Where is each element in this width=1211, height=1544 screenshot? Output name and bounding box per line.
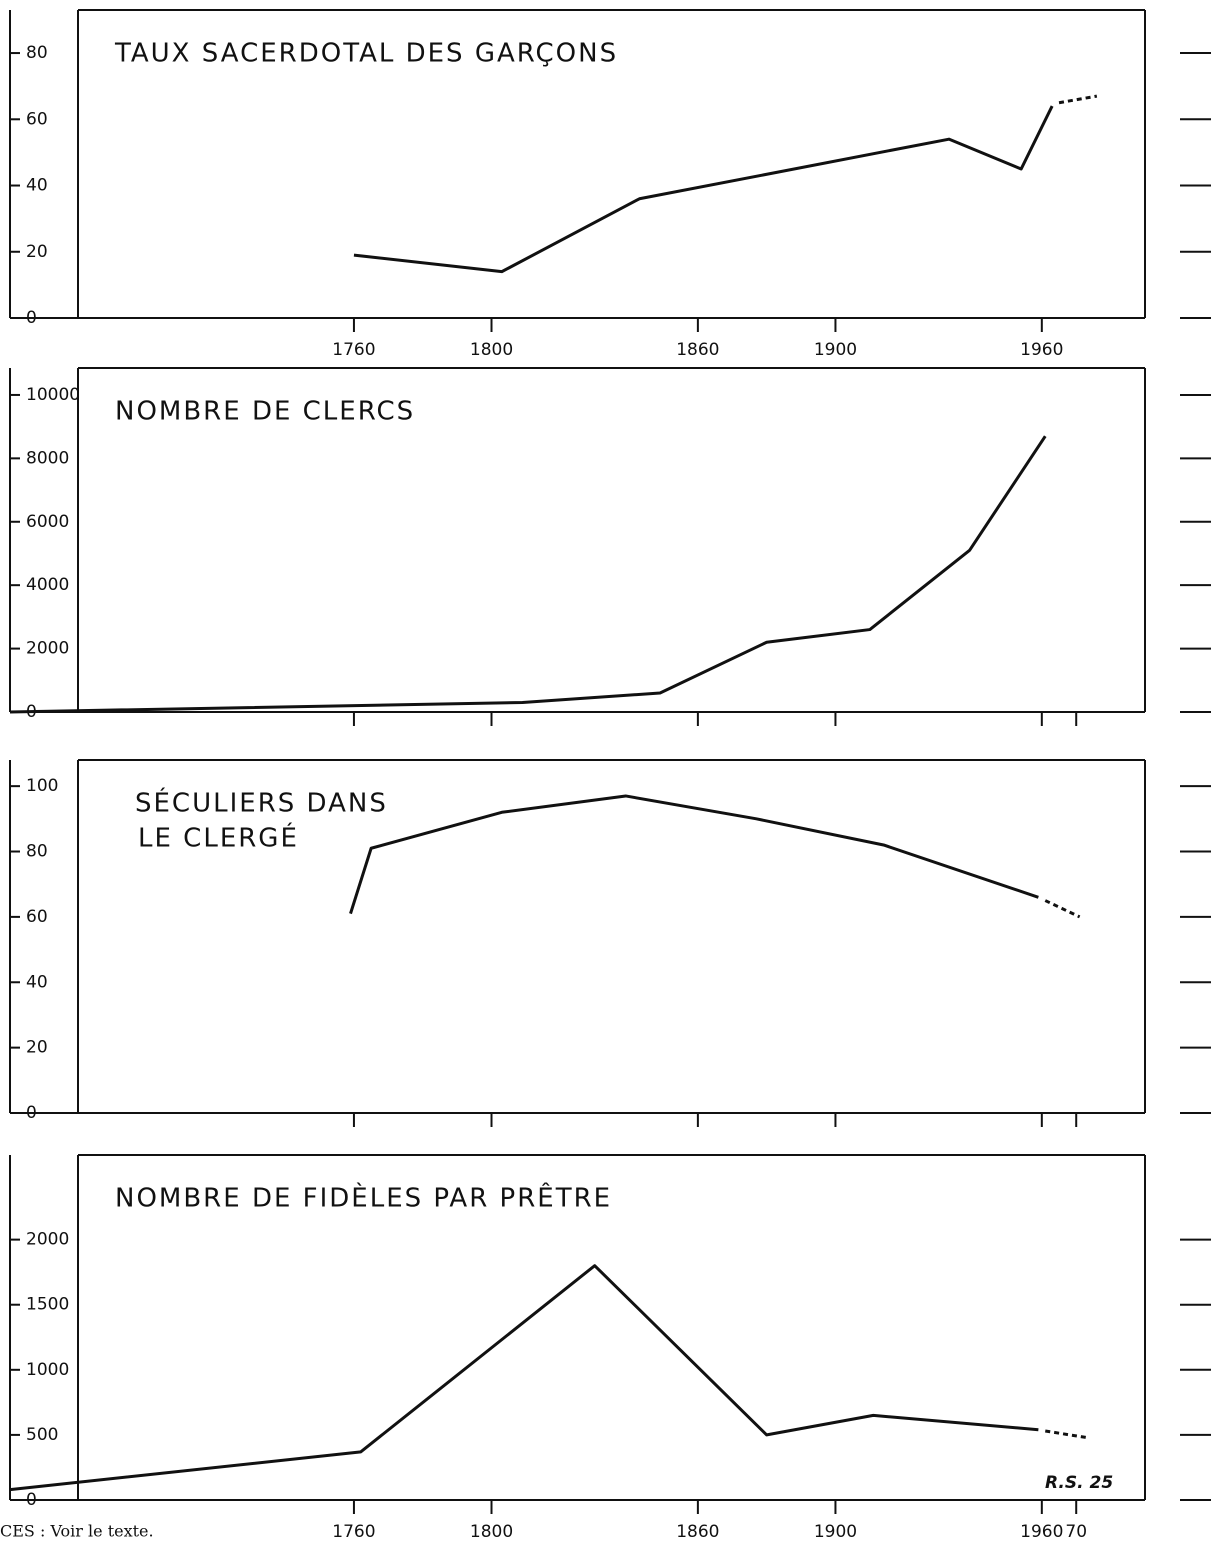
- y-tick-label: 2000: [26, 639, 69, 659]
- data-line: [353, 105, 1054, 274]
- y-tick-label: 80: [26, 43, 48, 63]
- data-line: [1045, 1429, 1087, 1439]
- x-tick-label: 1860: [676, 1522, 719, 1542]
- y-tick-label: 10000: [26, 385, 80, 405]
- x-tick-label: 70: [1065, 1522, 1087, 1542]
- data-line: [9, 435, 1047, 714]
- x-tick-label: 1960: [1020, 1522, 1063, 1542]
- y-tick-label: 80: [26, 842, 48, 862]
- y-tick-label: 40: [26, 176, 48, 196]
- data-line: [9, 1264, 1039, 1492]
- data-line: [1044, 899, 1081, 919]
- annotation: R.S. 25: [1045, 1473, 1113, 1493]
- chart-title: TAUX SACERDOTAL DES GARÇONS: [114, 39, 618, 69]
- y-tick-label: 0: [26, 308, 37, 328]
- y-tick-label: 1000: [26, 1360, 69, 1380]
- y-tick-label: 8000: [26, 448, 69, 468]
- y-tick-label: 6000: [26, 512, 69, 532]
- x-tick-label: 1900: [814, 340, 857, 360]
- y-tick-label: 4000: [26, 575, 69, 595]
- y-tick-label: 2000: [26, 1230, 69, 1250]
- chart-title: LE CLERGÉ: [138, 822, 299, 854]
- y-tick-label: 1500: [26, 1295, 69, 1315]
- x-tick-label: 1960: [1020, 340, 1063, 360]
- footer-note: CES : Voir le texte.: [0, 1522, 154, 1541]
- y-tick-label: 20: [26, 1038, 48, 1058]
- chart-title: NOMBRE DE FIDÈLES PAR PRÊTRE: [115, 1182, 612, 1214]
- x-tick-label: 1800: [470, 340, 513, 360]
- y-tick-label: 500: [26, 1425, 58, 1445]
- x-tick-label: 1800: [470, 1522, 513, 1542]
- chart-title: SÉCULIERS DANS: [135, 787, 388, 819]
- data-line: [1058, 94, 1098, 105]
- data-line: [349, 794, 1039, 915]
- y-tick-label: 60: [26, 109, 48, 129]
- chart-title: NOMBRE DE CLERCS: [115, 397, 415, 427]
- y-tick-label: 20: [26, 242, 48, 262]
- y-tick-label: 100: [26, 776, 58, 796]
- x-tick-label: 1900: [814, 1522, 857, 1542]
- y-tick-label: 0: [26, 1103, 37, 1123]
- y-tick-label: 0: [26, 1490, 37, 1510]
- x-tick-label: 1760: [332, 340, 375, 360]
- x-tick-label: 1860: [676, 340, 719, 360]
- y-tick-label: 60: [26, 907, 48, 927]
- x-tick-label: 1760: [332, 1522, 375, 1542]
- y-tick-label: 40: [26, 972, 48, 992]
